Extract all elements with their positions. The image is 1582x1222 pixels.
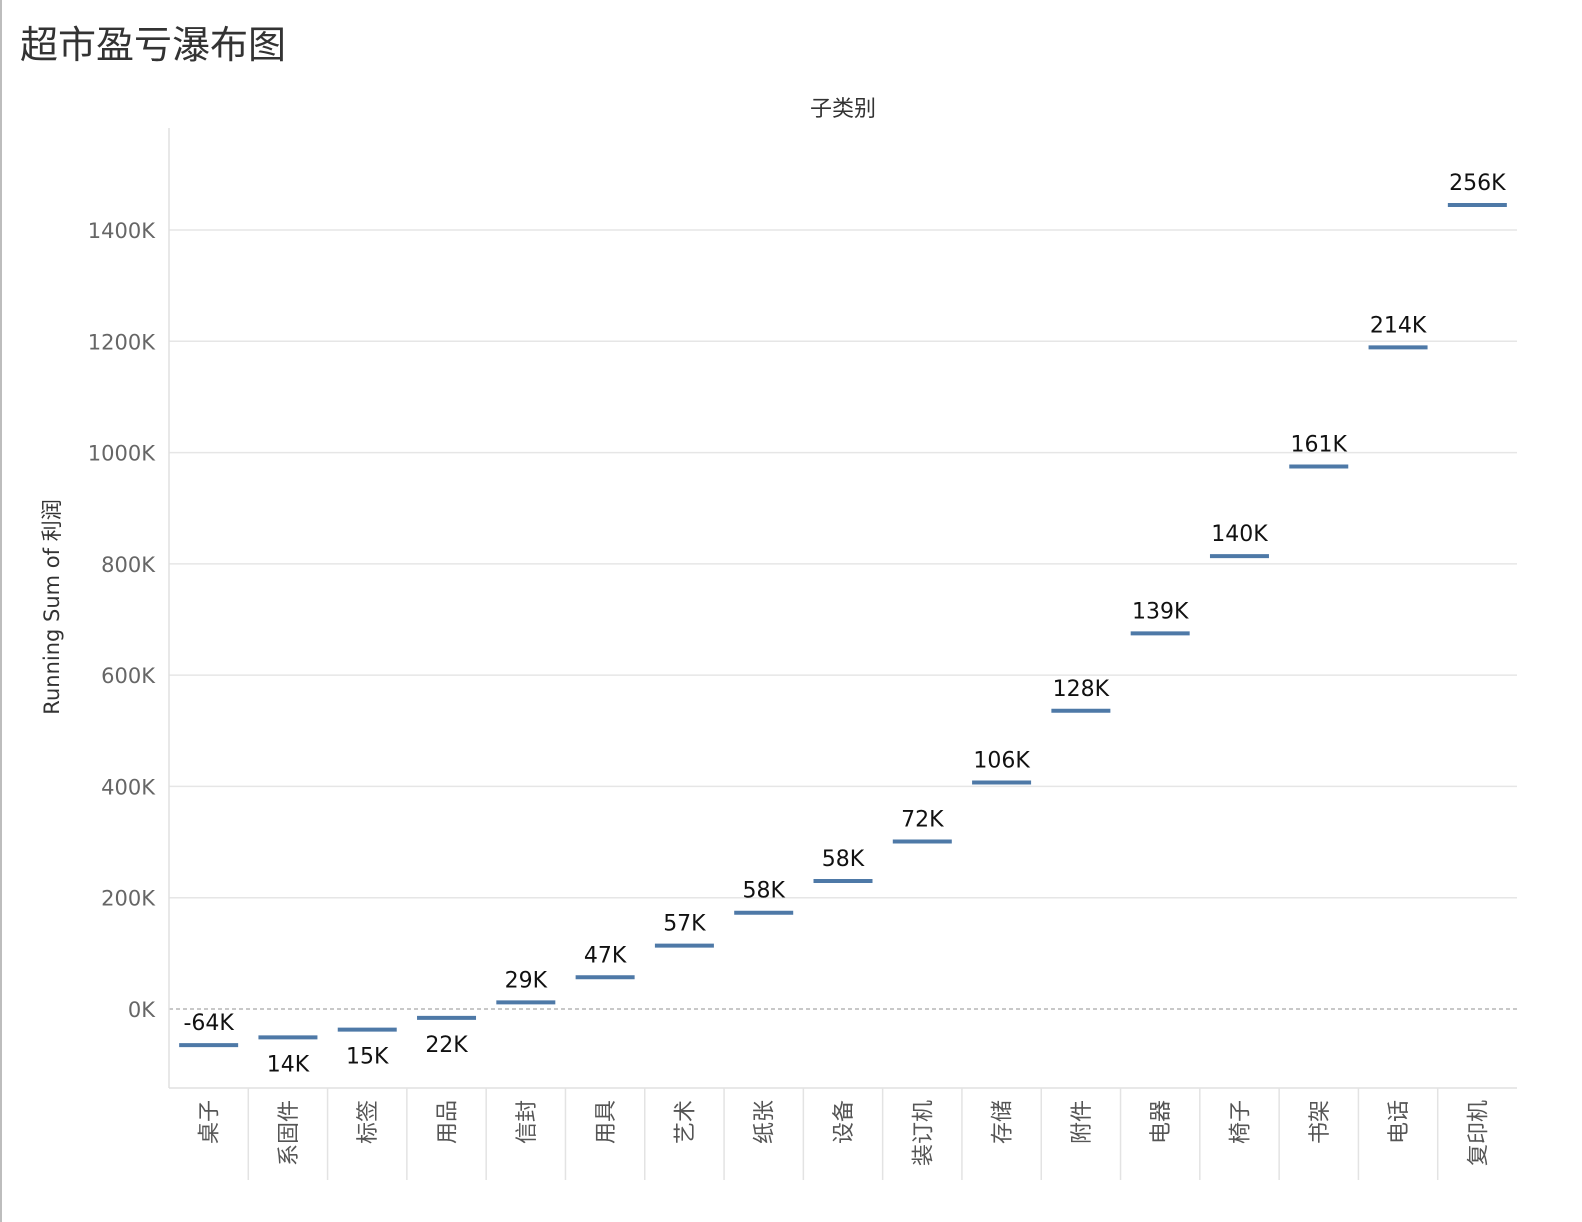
x-tick-label: 系固件 <box>277 1100 302 1166</box>
data-label: 106K <box>973 749 1030 774</box>
y-axis-title: Running Sum of 利润 <box>40 499 64 714</box>
y-tick-label: 0K <box>128 998 156 1022</box>
x-tick-label: 信封 <box>515 1100 540 1144</box>
x-tick-label: 电话 <box>1387 1100 1412 1144</box>
data-label: 15K <box>346 1045 389 1070</box>
data-label: 139K <box>1132 599 1189 624</box>
data-label: -64K <box>183 1011 234 1036</box>
data-label: 161K <box>1291 432 1348 457</box>
x-tick-label: 用具 <box>594 1100 619 1144</box>
column-header: 子类别 <box>810 97 876 122</box>
y-tick-label: 800K <box>101 553 156 577</box>
data-label: 128K <box>1053 677 1110 702</box>
data-label: 72K <box>901 808 944 833</box>
y-tick-label: 1200K <box>88 330 156 354</box>
x-tick-label: 装订机 <box>911 1100 936 1166</box>
data-label: 22K <box>425 1033 468 1058</box>
x-tick-label: 存储 <box>991 1100 1016 1144</box>
y-tick-label: 600K <box>101 664 156 688</box>
x-tick-label: 纸张 <box>753 1100 778 1144</box>
y-tick-label: 1400K <box>88 219 156 243</box>
page-title: 超市盈亏瀑布图 <box>20 23 287 67</box>
x-tick-label: 附件 <box>1070 1100 1095 1144</box>
y-tick-label: 200K <box>101 887 156 911</box>
y-tick-label: 1000K <box>88 442 156 466</box>
data-label: 14K <box>267 1052 310 1077</box>
x-tick-label: 椅子 <box>1228 1100 1253 1144</box>
x-tick-label: 复印机 <box>1466 1100 1491 1166</box>
x-tick-label: 标签 <box>356 1100 381 1144</box>
x-tick-label: 设备 <box>832 1100 857 1144</box>
x-tick-label: 电器 <box>1149 1100 1174 1144</box>
data-label: 29K <box>505 968 548 993</box>
data-label: 140K <box>1211 522 1268 547</box>
x-tick-label: 桌子 <box>198 1100 223 1144</box>
x-tick-label: 艺术 <box>673 1100 698 1144</box>
data-label: 256K <box>1449 171 1506 196</box>
x-tick-label: 书架 <box>1308 1100 1333 1144</box>
data-label: 47K <box>584 943 627 968</box>
window-left-edge <box>0 0 2 1222</box>
x-tick-label: 用品 <box>436 1100 461 1144</box>
data-label: 214K <box>1370 313 1427 338</box>
y-tick-label: 400K <box>101 775 156 799</box>
data-label: 57K <box>663 912 706 937</box>
data-label: 58K <box>742 879 785 904</box>
data-label: 58K <box>822 847 865 872</box>
